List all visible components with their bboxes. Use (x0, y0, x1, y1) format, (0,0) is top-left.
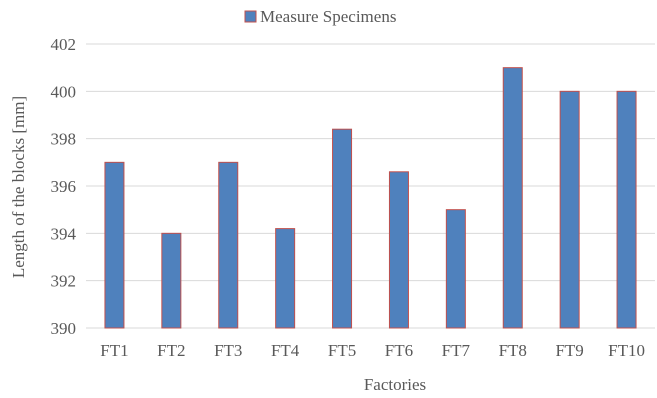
x-tick-label: FT3 (214, 341, 242, 360)
y-tick-label: 402 (51, 35, 77, 54)
bar-ft3 (218, 161, 239, 329)
x-tick-label: FT2 (157, 341, 185, 360)
y-tick-label: 392 (51, 272, 77, 291)
x-tick-label: FT6 (385, 341, 413, 360)
legend-label: Measure Specimens (260, 7, 396, 26)
y-tick-label: 396 (51, 177, 77, 196)
x-tick-label: FT9 (555, 341, 583, 360)
y-tick-label: 394 (51, 224, 77, 243)
bar-ft5 (332, 128, 353, 329)
bar-ft7 (445, 209, 466, 329)
bar-ft8 (502, 67, 523, 329)
x-tick-label: FT1 (100, 341, 128, 360)
bar-ft6 (388, 171, 409, 329)
bar-ft1 (104, 161, 125, 329)
bar-ft4 (275, 228, 296, 329)
legend: Measure Specimens (244, 7, 396, 26)
bar-ft9 (559, 90, 580, 329)
x-axis-title: Factories (364, 375, 426, 394)
y-tick-label: 390 (51, 319, 77, 338)
x-axis-ticks: FT1 FT2 FT3 FT4 FT5 FT6 FT7 FT8 FT9 FT10 (100, 341, 645, 360)
x-tick-label: FT10 (608, 341, 645, 360)
y-tick-label: 398 (51, 130, 77, 149)
x-tick-label: FT4 (271, 341, 300, 360)
x-tick-label: FT5 (328, 341, 356, 360)
y-axis-ticks: 390 392 394 396 398 400 402 (51, 35, 77, 338)
legend-swatch (244, 10, 257, 23)
x-tick-label: FT7 (442, 341, 471, 360)
bars (104, 67, 637, 329)
x-tick-label: FT8 (499, 341, 527, 360)
bar-ft10 (616, 90, 637, 329)
y-axis-title: Length of the blocks [mm] (9, 96, 28, 278)
y-tick-label: 400 (51, 82, 77, 101)
bar-ft2 (161, 232, 182, 329)
